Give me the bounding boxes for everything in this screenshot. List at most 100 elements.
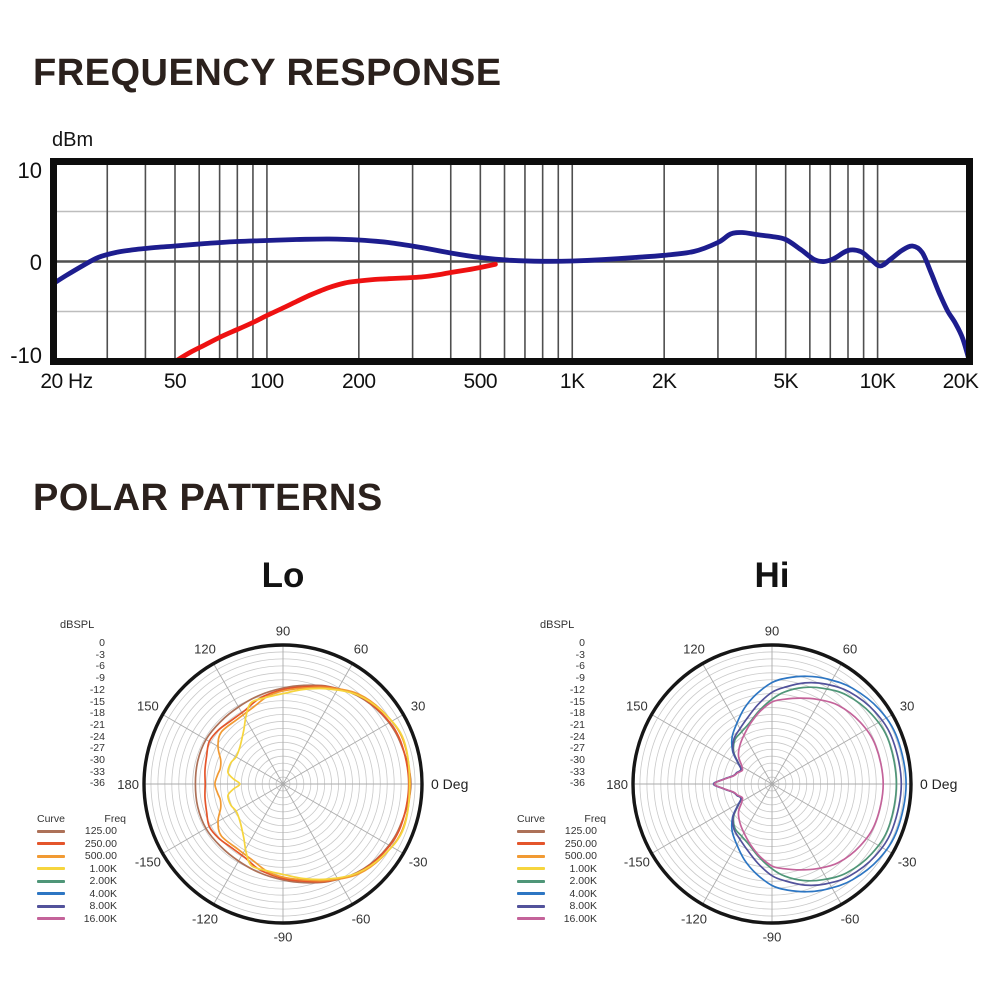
legend-row: 4.00K [28,888,140,901]
legend-row: 8.00K [508,900,620,913]
polar-angle-label: -90 [274,930,293,945]
legend-label: 250.00 [564,837,597,850]
polar-curve-1.00K [227,687,411,881]
legend-header: Curve Freq [508,812,620,825]
legend-label: 16.00K [83,912,117,925]
legend-label: 1.00K [89,862,117,875]
legend-row: 125.00 [508,825,620,838]
fr-chart-border [50,158,973,365]
fr-x-tick: 1K [559,370,585,393]
legend-label: 2.00K [569,875,597,888]
radial-scale-tick: -6 [95,660,105,673]
legend-swatch [517,842,545,846]
legend-row: 2.00K [508,875,620,888]
fr-y-tick: -10 [10,342,42,368]
polar-chart-title-lo: Lo [261,556,305,595]
fr-x-tick: 500 [463,370,498,393]
legend-swatch [517,879,545,883]
radial-scale-tick: -21 [569,718,585,731]
polar-angle-label: 30 [411,699,425,714]
radial-scale-tick: -24 [569,730,585,743]
radial-scale-tick: -12 [89,683,105,696]
legend-label: 2.00K [89,875,117,888]
legend-label: 125.00 [564,825,597,838]
frequency-response-chart [50,158,973,365]
polar-angle-label: 180 [117,777,139,792]
legend-label: 1.00K [569,862,597,875]
radial-scale-tick: -15 [569,695,585,708]
fr-y-tick: 0 [29,249,42,275]
polar-angle-label: -150 [135,855,161,870]
legend-label: 8.00K [89,900,117,913]
legend-swatch [37,829,65,833]
lo-radial-scale: 0 -3 -6 -9 -12 -15 -18 -21 -24 -27 -30 -33 -36 [69,637,105,790]
radial-scale-tick: -27 [89,742,105,755]
legend-row: 1.00K [28,863,140,876]
legend-swatch [517,867,545,871]
radial-scale-tick: -3 [575,648,585,661]
polar-angle-label: -60 [352,912,371,927]
radial-scale-tick: -33 [569,765,585,778]
lo-legend: Curve Freq 125.00 250.00 500.00 1.00K 2.00K 4.0… [28,812,140,925]
fr-x-tick: 200 [342,370,376,393]
legend-label: 500.00 [564,850,597,863]
legend-row: 8.00K [28,900,140,913]
polar-patterns-title: POLAR PATTERNS [33,477,383,519]
legend-swatch [517,904,545,908]
polar-angle-label: -90 [763,930,782,945]
legend-row: 125.00 [28,825,140,838]
fr-x-tick: 50 [163,370,187,393]
legend-freq-header: Freq [104,812,126,825]
legend-row: 250.00 [28,838,140,851]
polar-chart-hi: 90 120 60 150 30 180 0 Deg -150 -30 -120 -60 -90 [606,624,957,945]
legend-row: 16.00K [508,913,620,926]
legend-swatch [37,904,65,908]
polar-angle-label: 150 [626,699,648,714]
polar-angle-label: -30 [409,855,428,870]
radial-scale-tick: -36 [89,777,105,790]
polar-angle-label: 90 [765,624,779,639]
legend-curve-header: Curve [516,812,545,825]
legend-row: 250.00 [508,838,620,851]
polar-angle-label: 60 [354,641,368,656]
polar-angle-labels: 90 120 60 150 30 180 0 Deg -150 -30 -120 -60 -90 [117,624,468,945]
polar-angle-labels: 90 120 60 150 30 180 0 Deg -150 -30 -120 -60 -90 [606,624,957,945]
frequency-response-title: FREQUENCY RESPONSE [33,52,502,94]
radial-scale-tick: 0 [99,637,105,649]
polar-chart-lo: 90 120 60 150 30 180 0 Deg -150 -30 -120 -60 -90 [117,624,468,945]
legend-swatch [517,829,545,833]
polar-outer-circle [142,643,424,925]
radial-scale-tick: -27 [569,742,585,755]
lo-radial-unit-label: dBSPL [60,619,95,631]
legend-swatch [37,879,65,883]
legend-row: 1.00K [508,863,620,876]
radial-scale-tick: -9 [575,672,585,685]
hi-radial-scale: 0 -3 -6 -9 -12 -15 -18 -21 -24 -27 -30 -33 -36 [549,637,585,790]
polar-angle-label: 30 [900,699,914,714]
radial-scale-tick: -3 [95,648,105,661]
radial-scale-tick: -30 [89,754,105,767]
legend-label: 16.00K [563,912,597,925]
polar-curve-16.00K [713,697,885,871]
legend-swatch [517,917,545,921]
polar-angle-label: -150 [624,855,650,870]
legend-row: 500.00 [28,850,140,863]
polar-curve-250.00 [204,685,410,883]
legend-label: 250.00 [84,837,117,850]
radial-scale-tick: 0 [579,637,585,649]
radial-scale-tick: -15 [89,695,105,708]
legend-swatch [517,892,545,896]
fr-x-axis-labels: 20 Hz 50 100 200 500 1K 2K 5K 10K 20K [40,370,979,398]
polar-angle-label: -30 [898,855,917,870]
polar-angle-label: 120 [194,641,216,656]
fr-x-tick: 5K [773,370,798,393]
radial-scale-tick: -12 [569,683,585,696]
fr-x-tick: 100 [250,370,284,393]
fr-y-unit-label: dBm [52,129,94,151]
legend-label: 8.00K [569,900,597,913]
radial-scale-tick: -18 [569,707,585,720]
legend-swatch [37,854,65,858]
fr-curve-low-band-response [172,261,498,364]
legend-freq-header: Freq [584,812,606,825]
